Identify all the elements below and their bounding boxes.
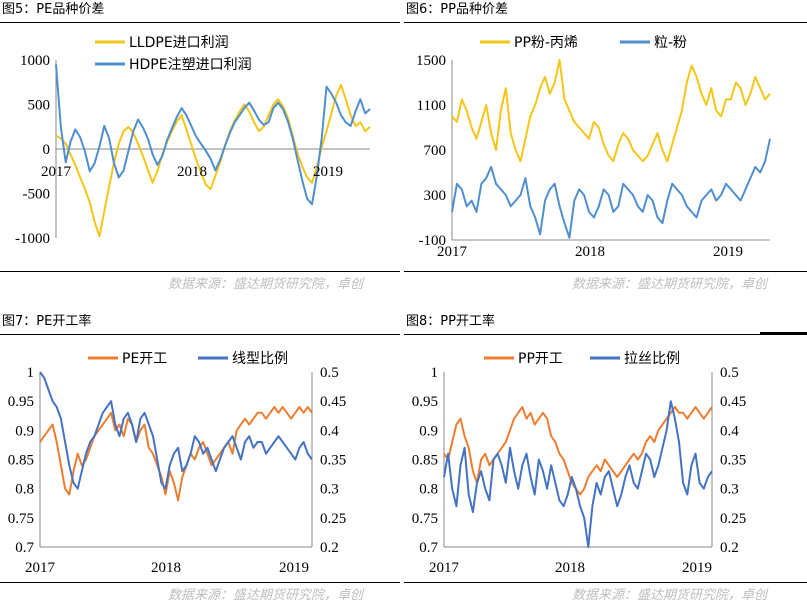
y-tick-label: 0.9 [15,423,34,439]
x-tick-label: 2018 [177,164,207,180]
y-tick-label: 0.95 [412,394,438,410]
series-line-1 [443,400,713,548]
panel-title-fig5: 图5：PE品种价差 [2,2,105,17]
legend-label: PP开工 [518,351,563,367]
source-note-top-left: 数据来源：盛达期货研究院，卓创 [168,277,364,292]
legend-label: 线型比例 [232,351,288,367]
legend: PE开工 线型比例 [88,351,288,367]
y-right-tick-label: 0.25 [320,511,346,527]
source-note-bottom-left: 数据来源：盛达期货研究院，卓创 [168,588,364,603]
y-tick-label: 1 [27,365,35,381]
panel-title-fig7: 图7：PE开工率 [2,314,92,329]
foot-rule-right [404,582,807,583]
y-tick-label: 1000 [20,53,50,69]
y-tick-label: 0.7 [419,540,438,556]
mid-thick-rule [760,332,807,335]
x-tick-label: 2019 [713,244,743,260]
series-line-1 [39,371,313,490]
legend-label: LLDPE进口利润 [129,35,229,51]
x-tick-label: 2019 [313,164,343,180]
x-tick-label: 2018 [151,560,181,576]
series-line-1 [451,138,771,239]
y-right-tick-label: 0.3 [320,482,339,498]
x-tick-label: 2019 [682,560,712,576]
y-right-tick-label: 0.4 [320,423,339,439]
y-tick-label: 0.9 [419,423,438,439]
x-tick-label: 2018 [555,560,585,576]
y-tick-label: 1100 [417,98,446,114]
y-tick-label: 0.8 [419,482,438,498]
series-line-1 [55,64,371,206]
series-line-0 [39,406,313,502]
bottom-rule-right [404,271,807,272]
series-line-0 [443,406,713,496]
x-tick-label: 2017 [41,164,72,180]
y-tick-label: -100 [419,233,447,249]
mid-rule-right [404,334,807,335]
y-right-tick-label: 0.35 [320,453,346,469]
y-right-tick-label: 0.2 [320,540,339,556]
y-right-tick-label: 0.2 [720,540,739,556]
top-rule-left [0,22,400,23]
y-tick-label: 0.85 [8,453,34,469]
legend: LLDPE进口利润 HDPE注塑进口利润 [95,35,252,73]
y-tick-label: 0.85 [412,453,438,469]
series-line-0 [451,59,771,163]
source-note-bottom-right: 数据来源：盛达期货研究院，卓创 [572,588,768,603]
y-tick-label: 0 [43,142,51,158]
legend-label: 粒-粉 [654,35,687,51]
y-right-tick-label: 0.5 [320,365,339,381]
y-right-tick-label: 0.3 [720,482,739,498]
y-right-tick-label: 0.4 [720,423,739,439]
y-tick-label: -500 [23,187,51,203]
series-line-0 [55,83,371,238]
x-tick-label: 2018 [575,244,605,260]
x-tick-label: 2019 [279,560,309,576]
y-tick-label: 0.8 [15,482,34,498]
legend-label: PP粉-丙烯 [514,35,578,51]
foot-rule-left [0,582,400,583]
y-tick-label: 0.7 [15,540,34,556]
x-tick-label: 2017 [25,560,56,576]
x-tick-label: 2017 [429,560,460,576]
y-right-tick-label: 0.5 [720,365,739,381]
y-right-tick-label: 0.35 [720,453,746,469]
panel-title-fig6: 图6：PP品种价差 [406,2,508,17]
y-tick-label: 0.75 [8,511,34,527]
legend-label: PE开工 [122,351,167,367]
legend: PP开工 拉丝比例 [484,351,680,367]
legend-label: 拉丝比例 [624,351,680,367]
y-right-tick-label: 0.45 [320,394,346,410]
y-right-tick-label: 0.45 [720,394,746,410]
x-tick-label: 2017 [437,244,468,260]
top-rule-right [404,22,807,23]
chart-fig5-pe-spread: LLDPE进口利润 HDPE注塑进口利润 1000 500 0 -500 -1000 201… [15,35,371,247]
mid-rule-left [0,334,400,335]
source-note-top-right: 数据来源：盛达期货研究院，卓创 [572,277,768,292]
y-tick-label: 1500 [416,53,446,69]
legend-label: HDPE注塑进口利润 [129,57,252,73]
chart-fig7-pe-operating-rate: PE开工 线型比例 1 0.95 0.9 0.85 0.8 0.75 0.7 0.5 0.45 0.… [8,351,347,576]
y-tick-label: 1 [431,365,439,381]
y-tick-label: 0.95 [8,394,34,410]
y-tick-label: 700 [424,143,447,159]
y-tick-label: 300 [424,188,447,204]
y-tick-label: -1000 [15,231,50,247]
bottom-rule-left [0,271,400,272]
chart-fig8-pp-operating-rate: PP开工 拉丝比例 1 0.95 0.9 0.85 0.8 0.75 0.7 0.5 0.45 0.… [412,351,747,576]
panel-title-fig8: 图8：PP开工率 [406,314,495,329]
y-tick-label: 500 [28,98,51,114]
y-right-tick-label: 0.25 [720,511,746,527]
y-tick-label: 0.75 [412,511,438,527]
legend: PP粉-丙烯 粒-粉 [480,35,687,51]
